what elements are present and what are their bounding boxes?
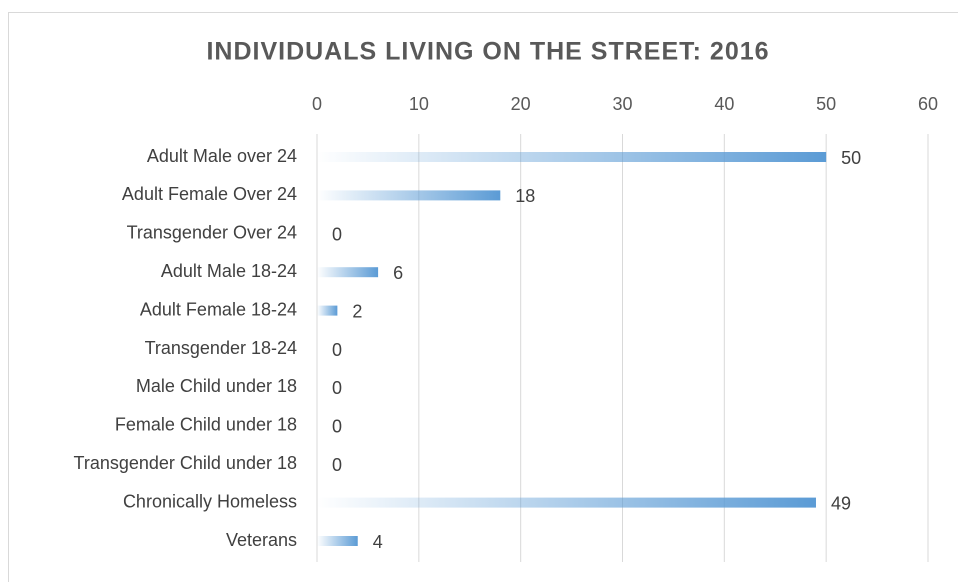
y-tick-label: Chronically Homeless (123, 491, 297, 511)
chart-border (8, 12, 958, 582)
y-tick-label: Transgender Over 24 (127, 223, 297, 243)
bar (317, 497, 816, 508)
y-tick-label: Transgender Child under 18 (74, 453, 297, 473)
bar (317, 190, 501, 201)
bar (317, 536, 358, 546)
x-tick-label: 0 (312, 94, 322, 114)
x-tick-label: 50 (816, 94, 836, 114)
bar (317, 305, 338, 316)
data-label: 0 (332, 455, 342, 475)
data-label: 6 (393, 263, 403, 283)
x-tick-label: 40 (714, 94, 734, 114)
y-tick-label: Female Child under 18 (115, 415, 297, 435)
data-label: 0 (332, 225, 342, 245)
x-tick-label: 30 (612, 94, 632, 114)
data-label: 49 (831, 493, 851, 513)
x-tick-label: 10 (409, 94, 429, 114)
y-tick-label: Veterans (226, 530, 297, 550)
y-tick-label: Transgender 18-24 (145, 338, 297, 358)
data-label: 0 (332, 378, 342, 398)
bar (317, 152, 827, 162)
bar (317, 267, 379, 278)
data-label: 0 (332, 417, 342, 437)
x-tick-label: 60 (918, 94, 938, 114)
y-tick-label: Adult Female 18-24 (140, 299, 297, 319)
y-tick-label: Adult Female Over 24 (122, 184, 297, 204)
data-label: 50 (841, 148, 861, 168)
y-tick-label: Male Child under 18 (136, 376, 297, 396)
data-label: 4 (373, 532, 383, 552)
data-label: 2 (352, 301, 362, 321)
data-label: 0 (332, 340, 342, 360)
y-tick-label: Adult Male 18-24 (161, 261, 297, 281)
x-tick-label: 20 (511, 94, 531, 114)
data-label: 18 (515, 186, 535, 206)
y-tick-label: Adult Male over 24 (147, 146, 297, 166)
chart-title: INDIVIDUALS LIVING ON THE STREET: 2016 (206, 38, 769, 66)
